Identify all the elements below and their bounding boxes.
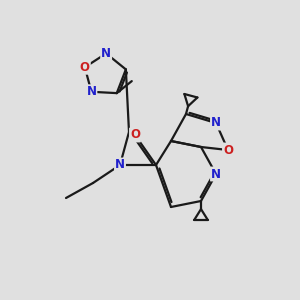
Text: O: O	[80, 61, 90, 74]
Text: N: N	[86, 85, 96, 98]
Text: N: N	[211, 116, 221, 130]
Text: N: N	[211, 167, 221, 181]
Text: O: O	[130, 128, 140, 142]
Text: N: N	[101, 47, 111, 60]
Text: N: N	[115, 158, 125, 172]
Text: O: O	[223, 143, 233, 157]
